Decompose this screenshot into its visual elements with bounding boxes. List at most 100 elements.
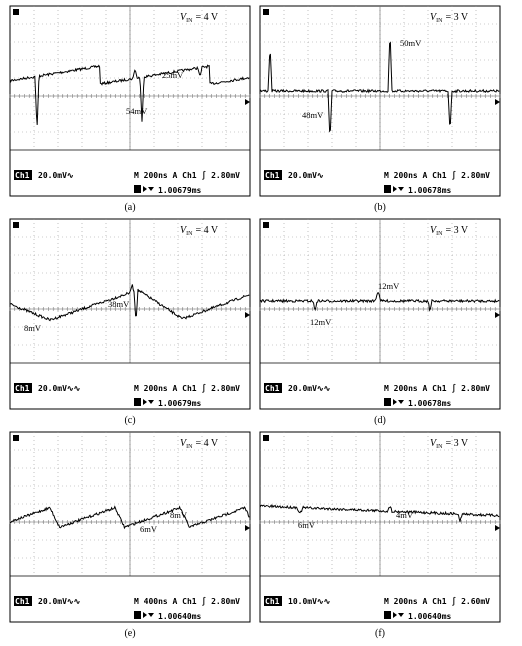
scale: 20.0mV∿∿ bbox=[288, 384, 331, 393]
channel: Ch1 bbox=[15, 171, 30, 180]
annotation: 6mV bbox=[298, 520, 316, 530]
vin-value: = 4 V bbox=[195, 12, 218, 23]
channel: Ch1 bbox=[15, 384, 30, 393]
vin-value: = 4 V bbox=[195, 438, 218, 449]
waveform bbox=[9, 505, 250, 530]
vin-subscript: IN bbox=[436, 444, 443, 450]
scope-panel: VIN = 4 V 38mV 8mV Ch1 20.0mV∿∿ M 200ns A Ch1 … bbox=[9, 218, 251, 410]
channel-box bbox=[14, 596, 32, 606]
trigger-marker bbox=[263, 435, 269, 441]
channel: Ch1 bbox=[265, 597, 280, 606]
channel: Ch1 bbox=[265, 171, 280, 180]
timebase: M 200ns A Ch1 ∫ 2.80mV bbox=[384, 384, 490, 393]
channel: Ch1 bbox=[265, 384, 280, 393]
trigger-icon bbox=[134, 611, 141, 619]
annotation: 8mV bbox=[170, 510, 188, 520]
panel-caption: (f) bbox=[375, 628, 385, 639]
annotation: 54mV bbox=[126, 106, 148, 116]
annotation: 8mV bbox=[24, 323, 42, 333]
vin-value: = 3 V bbox=[445, 225, 468, 236]
channel-box bbox=[14, 170, 32, 180]
vin-label: VIN = 4 V bbox=[180, 225, 219, 237]
scale: 20.0mV∿∿ bbox=[38, 384, 81, 393]
annotation: 38mV bbox=[108, 299, 130, 309]
annotation: 6mV bbox=[140, 524, 158, 534]
vin-subscript: IN bbox=[436, 231, 443, 237]
timebase: M 200ns A Ch1 ∫ 2.80mV bbox=[134, 384, 240, 393]
level-marker bbox=[495, 99, 500, 105]
trigger-time: 1.00640ms bbox=[158, 612, 202, 621]
scale: 10.0mV∿∿ bbox=[288, 597, 331, 606]
vin-subscript: IN bbox=[186, 444, 193, 450]
channel-box bbox=[264, 383, 282, 393]
trigger-marker bbox=[263, 9, 269, 15]
trigger-time: 1.00679ms bbox=[158, 399, 202, 408]
panel-caption: (a) bbox=[124, 202, 135, 213]
vin-symbol: V bbox=[430, 438, 438, 449]
trigger-icon bbox=[134, 185, 141, 193]
channel-box bbox=[14, 383, 32, 393]
annotation: 50mV bbox=[400, 38, 422, 48]
trigger-icon bbox=[384, 611, 391, 619]
trigger-icon bbox=[384, 185, 391, 193]
vin-label: VIN = 3 V bbox=[430, 225, 469, 237]
trigger-icon bbox=[134, 398, 141, 406]
scope-panel: VIN = 3 V 6mV 4mV Ch1 10.0mV∿∿ M 200ns A Ch1 ∫… bbox=[259, 431, 501, 623]
trigger-icon bbox=[384, 398, 391, 406]
level-marker bbox=[245, 525, 250, 531]
panel-caption: (e) bbox=[124, 628, 135, 639]
annotation: 4mV bbox=[396, 510, 414, 520]
panel-caption: (c) bbox=[124, 415, 135, 426]
vin-symbol: V bbox=[180, 12, 188, 23]
trigger-marker bbox=[263, 222, 269, 228]
timebase: M 200ns A Ch1 ∫ 2.60mV bbox=[384, 597, 490, 606]
trigger-marker bbox=[13, 9, 19, 15]
vin-label: VIN = 4 V bbox=[180, 438, 219, 450]
trigger-time: 1.00678ms bbox=[408, 399, 452, 408]
trigger-arrow bbox=[393, 612, 404, 618]
vin-subscript: IN bbox=[186, 18, 193, 24]
channel-box bbox=[264, 170, 282, 180]
channel-box bbox=[264, 596, 282, 606]
trigger-time: 1.00679ms bbox=[158, 186, 202, 195]
level-marker bbox=[245, 312, 250, 318]
vin-subscript: IN bbox=[186, 231, 193, 237]
vin-value: = 3 V bbox=[445, 12, 468, 23]
vin-symbol: V bbox=[180, 225, 188, 236]
waveform bbox=[9, 64, 250, 125]
level-marker bbox=[495, 312, 500, 318]
timebase: M 200ns A Ch1 ∫ 2.80mV bbox=[134, 171, 240, 180]
trigger-time: 1.00640ms bbox=[408, 612, 452, 621]
scope-panel: VIN = 3 V 12mV 12mV Ch1 20.0mV∿∿ M 200ns A Ch1… bbox=[259, 218, 501, 410]
trigger-time: 1.00678ms bbox=[408, 186, 452, 195]
waveform bbox=[9, 284, 250, 322]
vin-subscript: IN bbox=[436, 18, 443, 24]
level-marker bbox=[245, 99, 250, 105]
trigger-marker bbox=[13, 222, 19, 228]
vin-label: VIN = 3 V bbox=[430, 12, 469, 24]
timebase: M 400ns A Ch1 ∫ 2.80mV bbox=[134, 597, 240, 606]
waveform bbox=[259, 292, 500, 312]
trigger-marker bbox=[13, 435, 19, 441]
vin-value: = 4 V bbox=[195, 225, 218, 236]
trigger-arrow bbox=[393, 186, 404, 192]
scope-panel: VIN = 3 V 50mV 48mV Ch1 20.0mV∿ M 200ns A Ch1 … bbox=[259, 5, 501, 197]
vin-symbol: V bbox=[430, 225, 438, 236]
timebase: M 200ns A Ch1 ∫ 2.80mV bbox=[384, 171, 490, 180]
panel-caption: (b) bbox=[374, 202, 386, 213]
annotation: 12mV bbox=[310, 317, 332, 327]
scale: 20.0mV∿ bbox=[288, 171, 324, 180]
vin-symbol: V bbox=[180, 438, 188, 449]
trigger-arrow bbox=[393, 399, 404, 405]
panel-caption: (d) bbox=[374, 415, 386, 426]
annotation: 25mV bbox=[162, 70, 184, 80]
vin-symbol: V bbox=[430, 12, 438, 23]
channel: Ch1 bbox=[15, 597, 30, 606]
trigger-arrow bbox=[143, 612, 154, 618]
level-marker bbox=[495, 525, 500, 531]
vin-label: VIN = 3 V bbox=[430, 438, 469, 450]
waveform bbox=[259, 504, 500, 522]
scale: 20.0mV∿ bbox=[38, 171, 74, 180]
trigger-arrow bbox=[143, 186, 154, 192]
